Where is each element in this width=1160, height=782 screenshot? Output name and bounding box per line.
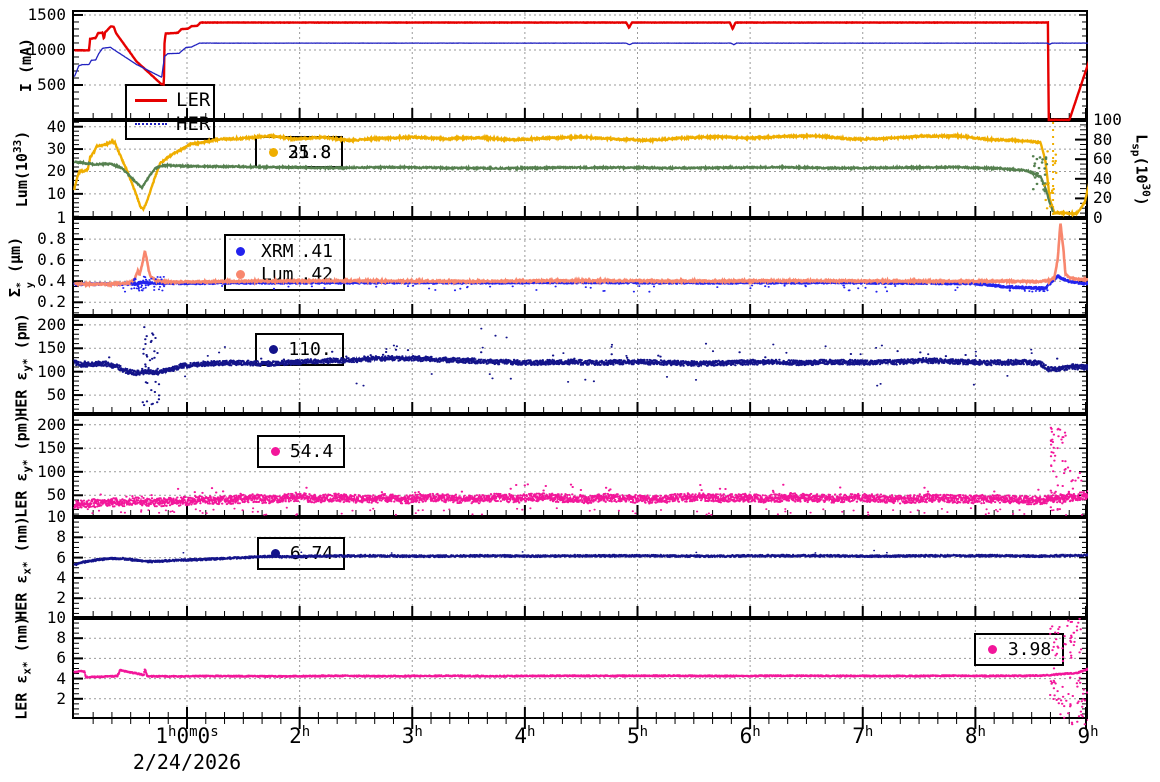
lum-value: .42 [300,263,333,285]
y-tick-label: 40 [46,116,66,136]
panel-luminosity-data [73,122,1088,218]
y-tick-label: 100 [37,461,66,481]
lsp-value: 21.8 [287,141,332,163]
xrm-label: XRM [261,240,294,262]
y-tick-label: 150 [37,438,66,458]
ler-label: LER [176,89,211,111]
ler-ex-value: 3.98 [1007,639,1052,660]
x-tick-label: 2h [289,724,311,748]
right-axis-tick-label: 100 [1093,110,1122,129]
her-label: HER [176,113,211,135]
y-tick-label: 8 [56,527,66,547]
y-tick-label: 10 [46,183,66,203]
y-tick-label: 0.4 [37,271,66,291]
right-axis-tick-label: 80 [1093,129,1113,149]
xrm-dot-icon [236,246,245,256]
x-tick-label: 5h [626,724,649,748]
date-label: 2/24/2026 [132,750,242,774]
ler-ex-stat-box: 3.98 [974,633,1064,666]
x-tick-label: 1h0m0s [155,724,219,748]
legend-row-her: HER [127,112,213,136]
ler-line-sample [135,98,167,102]
panel-ler-emittance-y-data [73,426,1088,516]
x-tick-label: 9h [1077,724,1099,748]
y-tick-label: 10 [46,507,66,526]
x-tick-label: 8h [964,724,986,748]
y-tick-label: 2 [56,688,66,708]
her-ey-dot-icon [269,345,278,354]
lum-dot-icon [269,147,278,157]
x-tick-label: 3h [401,724,423,748]
xrm-value: .41 [300,240,333,262]
her-line-sample [135,123,167,125]
y-tick-label: 500 [37,74,66,94]
y-tick-label: 0.6 [37,250,66,270]
panel-beam-current-axes [72,10,1088,120]
lum-dot-icon [236,269,245,279]
right-axis-tick-label: 20 [1093,188,1113,208]
ler-ey-value: 54.4 [289,441,334,462]
y-tick-label: 6 [56,648,66,668]
lum-label: Lum [261,263,294,285]
ler-ey-stat-box: 54.4 [257,435,345,468]
y-tick-label: 1500 [27,4,66,24]
x-tick-label: 7h [852,724,874,748]
y-tick-label: 1 [56,208,66,227]
panel-ler-emittance-y-axes [72,414,1088,517]
panel-beam-current-data [73,20,1088,122]
y-tick-label: 0.8 [37,229,66,249]
y-tick-label: 1000 [27,39,66,59]
y-tick-label: 6 [56,547,66,567]
luminosity-stat-box: 35.8 21.8 [255,136,343,168]
ler-ex-dot-icon [988,645,997,654]
panel-luminosity-axes [72,120,1088,218]
y-tick-label: 50 [46,485,66,505]
y-tick-label: 8 [56,628,66,648]
panel-her-emittance-y-data [73,326,1088,407]
her-ex-stat-box: 6.74 [257,537,345,570]
panel-her-emittance-x-axes [72,517,1088,618]
legend-row-lum: Lum .42 [226,263,343,286]
panel-her-emittance-x-data [73,549,1088,567]
y-tick-label: 200 [37,314,66,334]
y-tick-label: 4 [56,668,66,688]
right-axis-tick-label: 60 [1093,149,1113,169]
panel-her-emittance-y-axes [72,316,1088,414]
y-tick-label: 150 [37,338,66,358]
current-legend: LER HER [125,84,215,140]
y-tick-label: 30 [46,139,66,159]
y-tick-label: 200 [37,414,66,434]
y-tick-label: 20 [46,161,66,181]
x-tick-label: 4h [514,724,536,748]
her-ex-dot-icon [271,549,280,558]
x-tick-label: 6h [739,724,761,748]
y-tick-label: 10 [46,608,66,627]
legend-row-ler: LER [127,88,213,112]
ler-ey-dot-icon [271,447,280,456]
right-axis-tick-label: 40 [1093,168,1113,188]
y-tick-label: 100 [37,361,66,381]
y-tick-label: 50 [46,385,66,405]
her-ey-value: 110. [288,339,332,360]
her-ex-value: 6.74 [289,543,334,564]
lum-values: 35.8 21.8 [278,142,341,163]
y-tick-label: 0.2 [37,292,66,312]
her-ey-stat-box: 110. [255,333,344,366]
legend-row-xrm: XRM .41 [226,240,343,263]
y-tick-label: 4 [56,567,66,587]
sigma-y-legend: XRM .41 Lum .42 [224,234,345,291]
panel-ler-emittance-x-data [73,618,1088,726]
panel-ler-emittance-x-axes [72,618,1088,719]
y-tick-label: 2 [56,588,66,608]
right-axis-tick-label: 0 [1093,208,1103,227]
